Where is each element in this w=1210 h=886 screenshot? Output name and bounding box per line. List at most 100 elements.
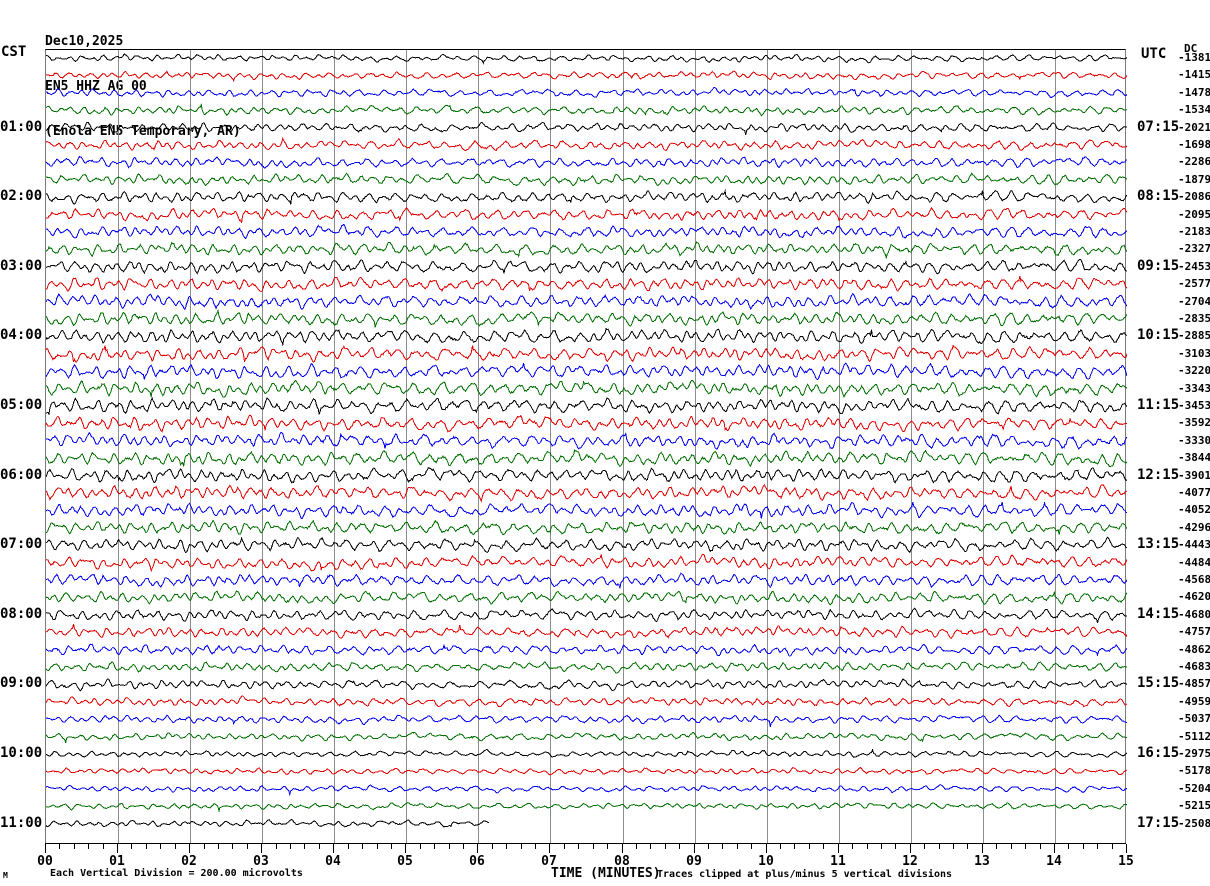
tick-label-15: 15 bbox=[1118, 854, 1134, 869]
tick-minor bbox=[650, 844, 651, 849]
trace-row-43 bbox=[46, 802, 1127, 813]
dc-value-row-34: -4862 bbox=[1178, 642, 1210, 656]
tick-minor bbox=[377, 844, 378, 849]
tick-label-09: 09 bbox=[686, 854, 702, 869]
dc-value-row-44: -25089 bbox=[1178, 816, 1210, 830]
trace-row-14 bbox=[46, 293, 1127, 311]
tick-minor bbox=[967, 844, 968, 849]
trace-row-4 bbox=[46, 121, 1127, 135]
cst-label-0500: 05:00 bbox=[0, 397, 43, 413]
tick-major-13 bbox=[982, 844, 983, 853]
tick-minor bbox=[881, 844, 882, 849]
trace-row-2 bbox=[46, 86, 1127, 99]
dc-column-header: DC bbox=[1184, 42, 1198, 55]
tick-minor bbox=[362, 844, 363, 849]
trace-row-1 bbox=[46, 70, 1127, 82]
tick-minor bbox=[391, 844, 392, 849]
cst-label-0900: 09:00 bbox=[0, 675, 43, 692]
dc-value-row-11: -2327 bbox=[1178, 242, 1210, 256]
trace-row-29 bbox=[46, 553, 1127, 573]
dc-value-row-36: -4857 bbox=[1178, 677, 1210, 691]
dc-value-row-3: -1534 bbox=[1178, 103, 1210, 117]
tick-minor bbox=[160, 844, 161, 849]
dc-value-row-39: -5112 bbox=[1178, 729, 1210, 743]
tick-minor bbox=[1097, 844, 1098, 849]
header-network-name: (Enola EN5 Temporary, AR) bbox=[45, 124, 241, 139]
trace-row-36 bbox=[46, 678, 1127, 692]
trace-row-28 bbox=[46, 536, 1127, 554]
dc-value-row-20: -3453 bbox=[1178, 399, 1210, 412]
tick-minor bbox=[823, 844, 824, 849]
tick-minor bbox=[420, 844, 421, 849]
header-date: Dec10,2025 bbox=[45, 34, 124, 49]
tick-major-00 bbox=[45, 844, 46, 853]
tick-minor bbox=[939, 844, 940, 849]
trace-row-22 bbox=[46, 431, 1127, 450]
gridline-minute-02 bbox=[190, 50, 191, 844]
tick-label-12: 12 bbox=[902, 854, 918, 869]
utc-label-1415: 14:15 bbox=[1137, 605, 1180, 622]
tick-major-09 bbox=[694, 844, 695, 853]
seismogram-plot-area[interactable] bbox=[45, 49, 1127, 844]
tick-major-01 bbox=[117, 844, 118, 853]
tick-minor bbox=[247, 844, 248, 849]
trace-row-16 bbox=[46, 327, 1127, 347]
header-block: Dec10,2025 EN5 HHZ AG 00 (Enola EN5 Temp… bbox=[45, 4, 241, 169]
dc-value-row-2: -1478 bbox=[1178, 85, 1210, 99]
utc-label-0915: 09:15 bbox=[1137, 257, 1180, 274]
tick-minor bbox=[593, 844, 594, 849]
tick-minor bbox=[924, 844, 925, 849]
tick-minor bbox=[521, 844, 522, 849]
dc-value-row-37: -4959 bbox=[1178, 694, 1210, 708]
tick-minor bbox=[953, 844, 954, 849]
tick-minor bbox=[74, 844, 75, 849]
tick-label-11: 11 bbox=[830, 854, 846, 869]
dc-value-row-31: -4620 bbox=[1178, 590, 1210, 604]
tick-label-00: 00 bbox=[37, 854, 53, 869]
dc-value-row-15: -2835 bbox=[1178, 312, 1210, 325]
tick-minor bbox=[232, 844, 233, 849]
tick-minor bbox=[578, 844, 579, 849]
trace-row-19 bbox=[46, 379, 1127, 399]
trace-row-3 bbox=[46, 102, 1127, 117]
trace-row-31 bbox=[46, 590, 1127, 606]
tick-major-02 bbox=[189, 844, 190, 853]
tick-label-06: 06 bbox=[469, 854, 485, 869]
cst-label-1000: 10:00 bbox=[0, 745, 43, 761]
tick-minor bbox=[1011, 844, 1012, 849]
trace-row-44 bbox=[46, 819, 490, 828]
trace-row-21 bbox=[46, 414, 1127, 433]
seismic-traces bbox=[46, 53, 1127, 828]
tick-minor bbox=[1083, 844, 1084, 849]
trace-row-38 bbox=[46, 714, 1127, 727]
tick-minor bbox=[852, 844, 853, 849]
tick-minor bbox=[276, 844, 277, 849]
corner-glyph: M bbox=[3, 871, 8, 880]
tick-minor bbox=[564, 844, 565, 849]
trace-row-18 bbox=[46, 362, 1127, 380]
clipping-note: Traces clipped at plus/minus 5 vertical … bbox=[657, 869, 953, 880]
trace-row-11 bbox=[46, 241, 1127, 260]
x-axis-line bbox=[45, 843, 1126, 844]
tick-major-03 bbox=[261, 844, 262, 853]
utc-label-1615: 16:15 bbox=[1137, 745, 1180, 761]
dc-value-row-32: -4680 bbox=[1178, 607, 1210, 621]
dc-value-row-19: -3343 bbox=[1178, 381, 1210, 395]
trace-row-20 bbox=[46, 396, 1127, 416]
dc-value-row-17: -3103 bbox=[1178, 346, 1210, 360]
cst-label-0600: 06:00 bbox=[0, 466, 43, 483]
trace-row-13 bbox=[46, 275, 1127, 293]
dc-value-row-42: -5204 bbox=[1178, 781, 1210, 795]
dc-value-row-22: -3330 bbox=[1178, 433, 1210, 447]
gridline-minute-01 bbox=[118, 50, 119, 844]
tick-major-05 bbox=[405, 844, 406, 853]
tick-minor bbox=[434, 844, 435, 849]
tick-major-07 bbox=[549, 844, 550, 853]
tick-minor bbox=[895, 844, 896, 849]
dc-value-row-18: -3220 bbox=[1178, 364, 1210, 378]
trace-row-8 bbox=[46, 189, 1127, 205]
trace-row-6 bbox=[46, 155, 1127, 169]
tick-minor bbox=[737, 844, 738, 849]
gridline-minute-12 bbox=[911, 50, 912, 844]
trace-row-26 bbox=[46, 500, 1127, 520]
